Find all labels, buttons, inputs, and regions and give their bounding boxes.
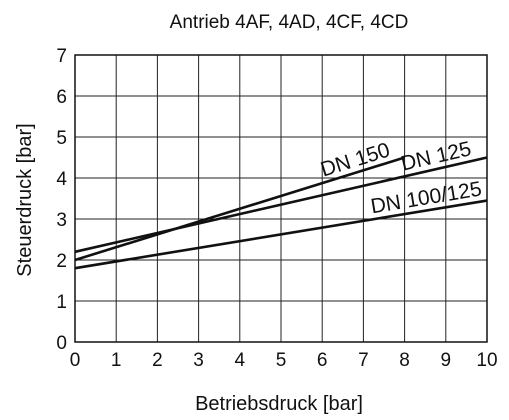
y-tick-label-4: 4 — [56, 169, 67, 190]
x-tick-label-0: 0 — [70, 350, 81, 371]
x-tick-label-10: 10 — [476, 350, 497, 371]
y-tick-label-7: 7 — [56, 46, 67, 67]
x-tick-label-3: 3 — [193, 350, 204, 371]
x-tick-label-7: 7 — [358, 350, 369, 371]
y-tick-label-5: 5 — [56, 128, 67, 149]
chart-title: Antrieb 4AF, 4AD, 4CF, 4CD — [170, 12, 409, 33]
x-tick-label-1: 1 — [111, 350, 122, 371]
x-tick-label-9: 9 — [441, 350, 452, 371]
series-label-3: DN 100/125 — [369, 178, 483, 219]
x-tick-label-2: 2 — [152, 350, 163, 371]
x-tick-label-4: 4 — [235, 350, 246, 371]
plot-frame — [74, 54, 488, 343]
x-tick-label-8: 8 — [399, 350, 410, 371]
y-tick-label-6: 6 — [56, 87, 67, 108]
y-tick-label-0: 0 — [56, 333, 67, 354]
x-tick-label-6: 6 — [317, 350, 328, 371]
tick-labels: 0 1 2 3 4 5 6 7 8 9 10 0 1 2 3 4 5 6 7 — [56, 46, 497, 371]
y-axis-label: Steuerdruck [bar] — [14, 123, 36, 276]
y-tick-label-1: 1 — [56, 292, 67, 313]
x-tick-label-5: 5 — [276, 350, 287, 371]
series-label-1: DN 150 — [318, 138, 393, 181]
series-lines — [74, 156, 488, 270]
series-line-3 — [74, 199, 488, 270]
y-tick-label-3: 3 — [56, 210, 67, 231]
y-tick-label-2: 2 — [56, 251, 67, 272]
series-line-2 — [74, 156, 488, 254]
x-axis-label: Betriebsdruck [bar] — [195, 393, 363, 415]
series-line-1 — [74, 156, 405, 262]
